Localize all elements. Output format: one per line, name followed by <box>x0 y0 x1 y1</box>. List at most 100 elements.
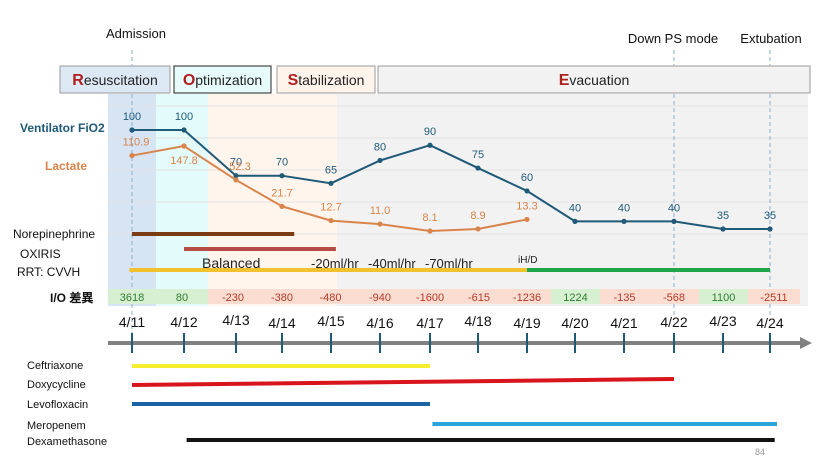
fio2-point <box>233 173 239 179</box>
fio2-point <box>475 165 481 171</box>
fio2-value-label: 35 <box>764 210 776 222</box>
phase-band-evacuation <box>337 94 808 306</box>
lactate-value-label: 13.3 <box>516 200 537 212</box>
io-cell <box>600 289 649 304</box>
lactate-point <box>129 152 135 159</box>
fio2-point <box>720 226 726 232</box>
date-label: 4/13 <box>222 312 249 328</box>
fio2-point <box>524 188 530 194</box>
lactate-value-label: 8.9 <box>470 210 485 222</box>
fio2-value-label: 40 <box>668 202 680 214</box>
phase-rest: ptimization <box>195 72 262 88</box>
fio2-point <box>181 127 187 133</box>
lactate-point <box>279 203 285 209</box>
phase-rest: esuscitation <box>84 72 158 88</box>
date-label: 4/23 <box>709 313 736 329</box>
fio2-point <box>328 180 334 186</box>
io-value: -1600 <box>416 292 444 304</box>
phase-box-evacuation <box>377 65 811 94</box>
io-cell <box>405 289 455 304</box>
io-value: -230 <box>222 292 244 304</box>
io-cell <box>306 289 355 304</box>
phase-initial: R <box>72 72 84 89</box>
event-label: Admission <box>106 26 166 41</box>
phase-initial: O <box>183 72 195 89</box>
date-label: 4/19 <box>513 315 540 331</box>
io-cell <box>258 289 306 304</box>
date-label: 4/16 <box>366 315 393 331</box>
io-value: -615 <box>468 292 490 304</box>
lactate-point <box>233 177 239 183</box>
phase-rest: vacuation <box>569 72 629 88</box>
rrt-annotation-20: -20ml/hr <box>311 256 359 271</box>
date-label: 4/20 <box>561 315 588 331</box>
phase-initial: E <box>559 72 570 89</box>
rrt-annotation-40: -40ml/hr <box>368 256 416 271</box>
antibiotic-bar-doxycycline <box>131 377 675 387</box>
fio2-value-label: 70 <box>230 157 242 169</box>
fio2-point <box>621 218 627 224</box>
phase-label: Optimization <box>183 72 262 89</box>
io-value: 80 <box>176 292 188 304</box>
lactate-value-label: 147.8 <box>170 155 198 167</box>
io-cell <box>208 289 258 304</box>
date-label: 4/22 <box>660 314 687 330</box>
fio2-value-label: 90 <box>424 126 436 138</box>
phase-box-resuscitation <box>59 65 171 94</box>
fio2-value-label: 100 <box>175 111 193 123</box>
date-label: 4/24 <box>756 315 783 331</box>
phase-band-optimization <box>156 94 208 306</box>
rrt-row-label: RRT: CVVH <box>17 265 80 279</box>
fio2-point <box>129 127 135 133</box>
io-value: -1236 <box>513 292 541 304</box>
fio2-point <box>427 142 433 148</box>
io-value: 1224 <box>563 292 587 304</box>
fio2-value-label: 40 <box>569 202 581 214</box>
fio2-value-label: 75 <box>472 149 484 161</box>
date-axis-arrow <box>800 337 812 349</box>
fio2-point <box>572 218 578 224</box>
antibiotic-label-dexamethasone: Dexamethasone <box>27 436 107 448</box>
date-label: 4/17 <box>416 315 443 331</box>
event-label: Down PS mode <box>628 31 718 46</box>
io-value: -480 <box>319 292 341 304</box>
io-cell <box>699 289 748 304</box>
lactate-value-label: 52.3 <box>229 161 250 173</box>
lactate-value-label: 21.7 <box>271 187 292 199</box>
phase-label: Evacuation <box>559 72 630 89</box>
fio2-value-label: 35 <box>717 210 729 222</box>
rrt-annotation-balanced: Balanced <box>202 255 260 271</box>
fio2-value-label: 80 <box>374 141 386 153</box>
norepinephrine-row-label: Norepinephrine <box>13 227 95 241</box>
phase-initial: S <box>288 72 299 89</box>
antibiotic-label-ceftriaxone: Ceftriaxone <box>27 360 83 372</box>
lactate-point <box>377 221 383 227</box>
lactate-point <box>427 228 433 234</box>
fio2-point <box>671 218 677 224</box>
io-row-label: I/O 差異 <box>50 290 93 305</box>
fio2-point <box>377 157 383 164</box>
fio2-value-label: 65 <box>325 164 337 176</box>
io-cell <box>355 289 405 304</box>
io-value: 3618 <box>120 292 144 304</box>
fio2-value-label: 40 <box>618 202 630 214</box>
io-value: -135 <box>613 292 635 304</box>
io-cell <box>156 289 208 304</box>
date-label: 4/18 <box>464 313 491 329</box>
io-value: 1100 <box>712 292 736 304</box>
io-cell <box>551 289 600 304</box>
phase-label: Stabilization <box>288 72 365 89</box>
io-cell <box>108 289 156 304</box>
date-label: 4/21 <box>610 315 637 331</box>
antibiotic-label-doxycycline: Doxycycline <box>27 379 86 391</box>
phase-box-stabilization <box>276 65 376 94</box>
antibiotic-label-levofloxacin: Levofloxacin <box>27 399 88 411</box>
io-value: -568 <box>663 292 685 304</box>
fio2-point <box>767 226 773 232</box>
fio2-value-label: 70 <box>276 157 288 169</box>
io-cell <box>455 289 503 304</box>
io-value: -380 <box>271 292 293 304</box>
io-cell <box>649 289 699 304</box>
event-label: Extubation <box>740 31 801 46</box>
